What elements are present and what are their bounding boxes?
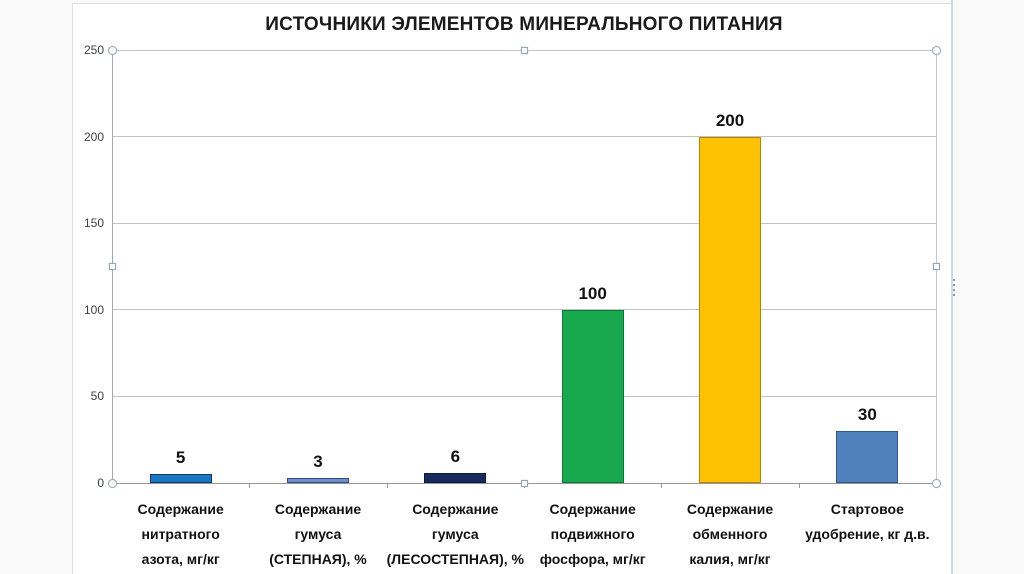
- chart-title: ИСТОЧНИКИ ЭЛЕМЕНТОВ МИНЕРАЛЬНОГО ПИТАНИЯ: [265, 14, 783, 35]
- x-axis-tick: [798, 483, 800, 488]
- gridline: [112, 136, 936, 138]
- selection-handle-corner[interactable]: [931, 45, 941, 55]
- bar[interactable]: [699, 136, 761, 483]
- x-axis-tick: [249, 483, 251, 488]
- slide: [72, 3, 951, 574]
- bar[interactable]: [836, 431, 899, 483]
- selection-handle-edge[interactable]: [520, 479, 528, 487]
- x-axis-tick: [386, 483, 388, 488]
- x-axis-tick: [661, 483, 663, 488]
- bar-data-label: 200: [715, 110, 745, 130]
- selection-handle-corner[interactable]: [931, 478, 941, 488]
- bar-data-label: 30: [857, 405, 877, 425]
- bar-data-label: 5: [175, 448, 186, 468]
- x-axis-category-label: Содержание гумуса (СТЕПНАЯ), %: [269, 501, 367, 567]
- bar[interactable]: [424, 472, 487, 483]
- y-axis-tick-label: 150: [83, 216, 104, 231]
- y-axis-tick-label: 250: [83, 43, 104, 57]
- gridline: [112, 395, 936, 397]
- selection-handle-edge[interactable]: [932, 263, 940, 270]
- x-axis-category-label: Содержание подвижного фосфора, мг/кг: [539, 501, 646, 567]
- x-axis-category-label: Содержание обменного калия, мг/кг: [686, 501, 774, 567]
- selection-handle-edge[interactable]: [108, 263, 116, 270]
- slide-right-edge: [951, 0, 953, 574]
- bar[interactable]: [561, 309, 624, 483]
- bar-data-label: 100: [578, 283, 607, 303]
- gridline: [112, 222, 936, 224]
- x-axis-category-label: Содержание нитратного азота, мг/кг: [137, 501, 224, 567]
- y-axis-tick-label: 200: [83, 129, 104, 144]
- y-axis-tick-label: 100: [83, 302, 104, 317]
- bar[interactable]: [149, 474, 212, 483]
- selection-handle-corner[interactable]: [107, 478, 117, 488]
- x-axis-category-label: Содержание гумуса (ЛЕСОСТЕПНАЯ), %: [386, 501, 524, 567]
- gridline: [112, 309, 936, 311]
- selection-handle-corner[interactable]: [107, 45, 117, 55]
- bar[interactable]: [287, 477, 349, 483]
- splitter-grip-icon[interactable]: [953, 279, 956, 299]
- bar-data-label: 6: [450, 446, 461, 466]
- y-axis-tick-label: 0: [97, 476, 104, 490]
- x-axis-category-label: Стартовое удобрение, кг д.в.: [805, 501, 930, 542]
- y-axis-tick-label: 50: [90, 389, 104, 404]
- selection-handle-edge[interactable]: [520, 46, 528, 54]
- bar-data-label: 3: [313, 451, 323, 471]
